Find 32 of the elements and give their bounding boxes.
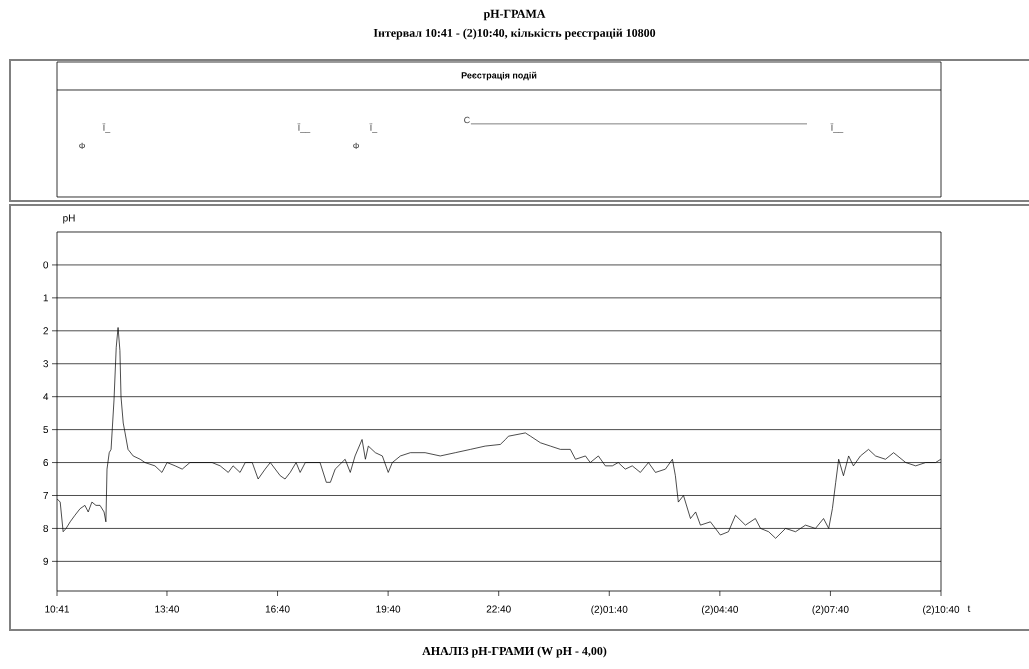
- x-tick-label: (2)10:40: [923, 605, 960, 615]
- y-axis-title: pH: [63, 214, 75, 224]
- y-tick-label: 7: [43, 492, 48, 499]
- x-axis-title: t: [967, 605, 971, 613]
- chart-subtitle: Інтервал 10:41 - (2)10:40, кількість реєстрацій 10800: [373, 28, 656, 40]
- chart-title: pH-ГРАМА: [483, 9, 546, 21]
- y-tick-label: 5: [43, 426, 49, 434]
- text: Ї_: [369, 123, 378, 133]
- text: Ф: [79, 142, 85, 150]
- x-tick-label: 16:40: [265, 605, 290, 613]
- x-tick-label: 13:40: [155, 605, 180, 613]
- x-tick-label: (2)01:40: [591, 605, 628, 615]
- y-tick-label: 1: [43, 294, 48, 302]
- y-tick-label: 9: [43, 557, 49, 565]
- x-tick-label: (2)04:40: [701, 605, 739, 615]
- text: Ї__: [297, 123, 311, 133]
- y-tick-label: 3: [43, 360, 49, 368]
- x-tick-label: 19:40: [376, 605, 401, 613]
- x-tick-label: 22:40: [486, 605, 511, 613]
- y-tick-label: 2: [43, 327, 48, 335]
- text: Ї_: [102, 123, 111, 133]
- x-tick-label: 10:41: [45, 605, 69, 613]
- x-tick-label: (2)07:40: [812, 605, 849, 615]
- text: АНАЛІЗ pH-ГРАМИ (W pH - 4,00): [422, 646, 607, 658]
- text: Ф: [353, 142, 359, 150]
- text: Реєстрація подій: [461, 71, 537, 81]
- text: С: [464, 116, 470, 124]
- y-tick-label: 4: [43, 393, 49, 401]
- y-tick-label: 0: [43, 261, 49, 269]
- y-tick-label: 8: [43, 524, 49, 532]
- text: Ї__: [830, 123, 844, 133]
- y-tick-label: 6: [43, 459, 49, 467]
